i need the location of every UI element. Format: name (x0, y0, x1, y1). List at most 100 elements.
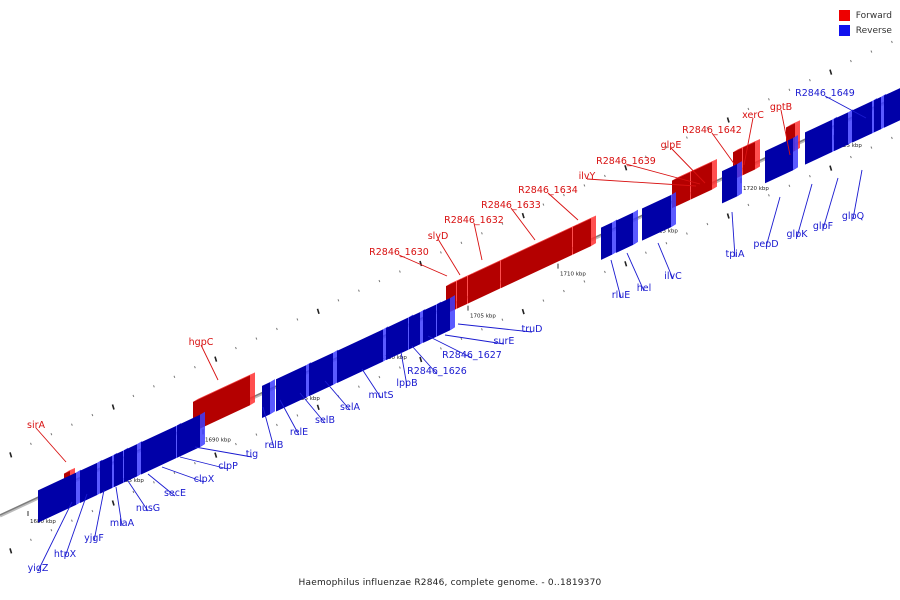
reverse-gene-block-side (141, 425, 176, 475)
scale-mark (419, 356, 423, 363)
leader-line (324, 380, 351, 411)
leader-line (610, 259, 622, 299)
kbp-tick-label: 1720 kbp (743, 186, 769, 192)
reverse-gene-block-end (450, 295, 455, 331)
reverse-gene-block-end (612, 219, 617, 255)
leader-line (115, 486, 123, 527)
gene-label: glpK (787, 229, 809, 240)
scale-mark (255, 433, 258, 436)
leader-line (547, 192, 579, 221)
scale-mark (542, 203, 545, 206)
reverse-gene-block-side (805, 119, 832, 165)
reverse-gene-label: rluE (610, 259, 631, 301)
forward-gene-label: R2846_1633 (481, 200, 541, 241)
forward-gene-block-end (712, 159, 717, 190)
gene-label: R2846_1632 (444, 215, 504, 226)
gene-label: R2846_1634 (518, 185, 578, 196)
scale-mark (296, 318, 299, 321)
gene-label: R2846_1633 (481, 200, 541, 211)
scale-mark (501, 318, 504, 321)
reverse-gene-block-side (884, 88, 900, 128)
reverse-gene-block-side (601, 222, 612, 260)
kbp-tick-label: 1700 kbp (381, 355, 407, 361)
scale-mark (358, 385, 360, 388)
forward-gene-block-side (193, 375, 250, 432)
gene-label: ilvC (664, 271, 682, 282)
gene-label: secE (164, 488, 186, 499)
gene-label: relE (290, 427, 308, 438)
forward-gene-block-top (193, 372, 255, 402)
reverse-gene-label: selB (299, 392, 335, 426)
gene-label: hel (637, 283, 652, 294)
reverse-gene-label: relB (262, 406, 283, 451)
reverse-gene-block-end (76, 469, 81, 505)
scale-mark (173, 375, 176, 378)
reverse-gene-block (80, 459, 102, 503)
forward-gene-block-top (786, 120, 800, 128)
reverse-gene-label: htpX (54, 493, 88, 560)
gene-label: sirA (27, 420, 45, 431)
scale-mark (132, 490, 135, 494)
leader-line (444, 334, 505, 345)
gene-label: htpX (54, 549, 77, 560)
leader-line (35, 427, 67, 463)
scale-mark (50, 529, 53, 532)
gene-label: lppB (396, 378, 417, 389)
reverse-gene-block-side (38, 472, 76, 523)
scale-mark (624, 261, 628, 267)
legend-forward-label: Forward (855, 10, 892, 21)
gene-label: surE (494, 336, 515, 347)
scale-mark (563, 193, 565, 197)
gene-label: gptB (770, 102, 792, 113)
scale-mark (768, 98, 770, 101)
forward-gene-block-top (64, 467, 75, 474)
scale-mark (71, 423, 73, 426)
reverse-gene-label: mlaA (110, 486, 135, 529)
reverse-gene-block-end (737, 161, 742, 197)
forward-gene-block-top (457, 273, 472, 282)
scale-mark (132, 394, 135, 398)
forward-gene-block-side (672, 172, 690, 209)
reverse-gene-label: relE (279, 399, 308, 438)
scale-mark (891, 136, 893, 140)
scale-mark (214, 356, 218, 362)
leader-line (822, 177, 839, 230)
gene-labels: sirA hgpC R2846_1630 slyD R2846_1632 R2846_16… (27, 88, 867, 574)
forward-gene-label: xerC (742, 110, 764, 166)
reverse-gene-block-side (874, 96, 881, 133)
forward-gene-label: slyD (428, 231, 461, 276)
forward-gene-block-top (573, 215, 596, 227)
reverse-gene-block-side (100, 455, 112, 494)
reverse-gene-label: selA (324, 380, 360, 413)
scale-mark (747, 107, 750, 111)
kbp-tick-label: 1695 kbp (294, 396, 320, 402)
reverse-gene-block-side (642, 194, 671, 241)
leader-line (796, 183, 813, 238)
scale-mark (316, 308, 320, 315)
scale-mark (870, 50, 873, 53)
leader-line (179, 456, 229, 470)
reverse-gene-block (177, 411, 205, 458)
forward-gene-block (468, 257, 505, 304)
scale-mark (316, 404, 320, 411)
reverse-gene-label: hel (626, 252, 652, 294)
forward-gene-block (573, 215, 596, 255)
kbp-tick-label: 1690 kbp (205, 437, 231, 443)
reverse-gene-block (38, 469, 81, 523)
forward-gene-block-end (591, 215, 596, 247)
reverse-gene-label: truD (457, 323, 542, 335)
forward-gene-block-end (755, 138, 760, 170)
reverse-gene-block (409, 309, 425, 350)
leader-line (194, 446, 253, 458)
leader-line (457, 323, 533, 333)
forward-gene-label: R2846_1639 (596, 156, 701, 185)
scale-mark (194, 462, 196, 465)
leader-line (852, 169, 863, 220)
scale-mark (173, 471, 176, 474)
gene-label: selB (315, 415, 335, 426)
reverse-gene-block (276, 362, 311, 412)
leader-line (626, 252, 645, 292)
gene-label: xerC (742, 110, 764, 121)
scale-mark (788, 88, 791, 91)
gene-label: rluE (612, 290, 631, 301)
